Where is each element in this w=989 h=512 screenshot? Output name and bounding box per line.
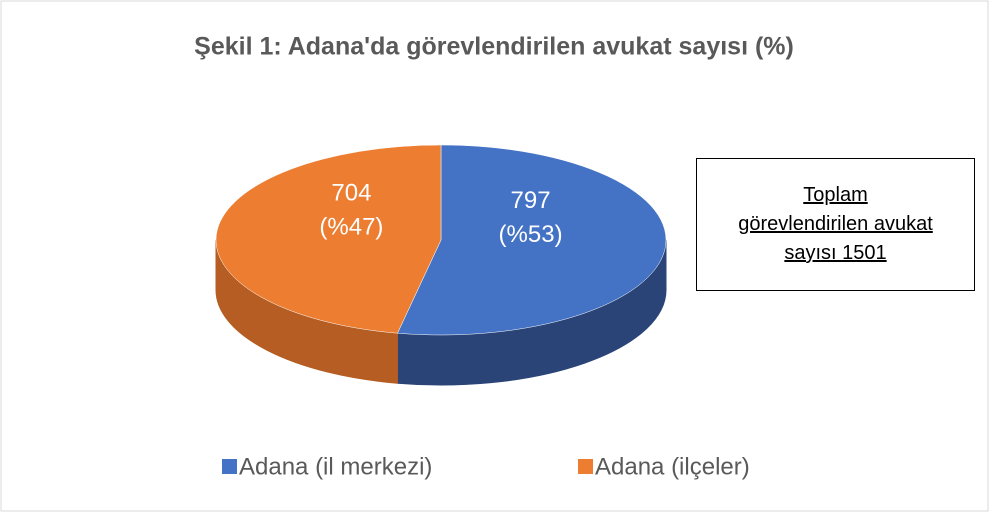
legend-label: Adana (ilçeler) — [595, 453, 750, 480]
pie-slice — [215, 144, 442, 334]
annotation: Toplam görevlendirilen avukat sayısı 150… — [696, 158, 975, 291]
data-label: 704 — [331, 180, 371, 207]
pie-slice — [397, 144, 667, 336]
data-label: (%53) — [499, 221, 563, 248]
chart-title: Şekil 1: Adana'da görevlendirilen avukat… — [194, 33, 794, 61]
legend-swatch — [578, 459, 593, 474]
legend-swatch — [222, 459, 237, 474]
data-label: (%47) — [319, 214, 383, 241]
data-label: 797 — [511, 187, 551, 214]
legend-label: Adana (il merkezi) — [239, 453, 432, 480]
